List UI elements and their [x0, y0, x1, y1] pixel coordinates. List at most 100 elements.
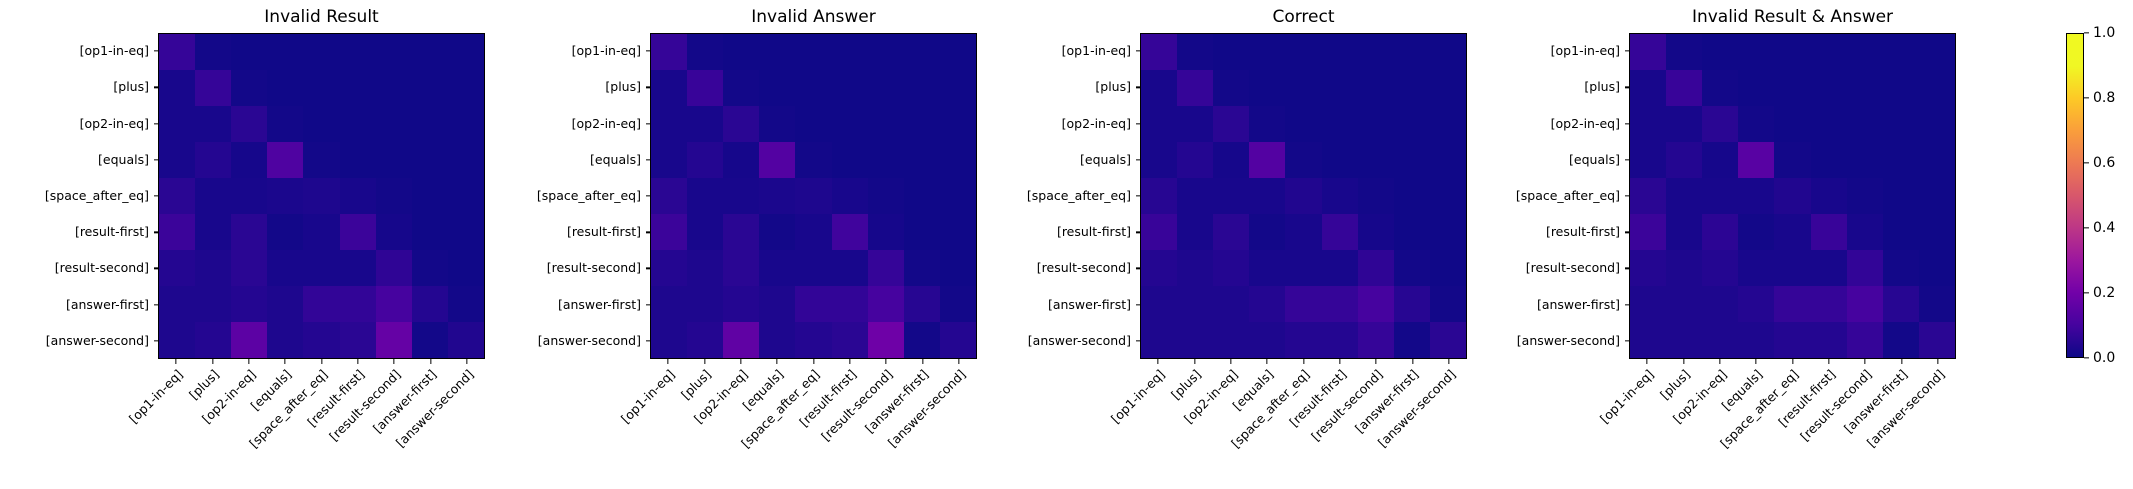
heatmap-cell	[1429, 178, 1466, 214]
x-tick-mark	[284, 359, 286, 364]
heatmap-cell	[1321, 70, 1358, 106]
heatmap-cell	[1177, 106, 1214, 142]
heatmap-cell	[831, 106, 868, 142]
heatmap-cell	[1177, 142, 1214, 178]
heatmap-cell	[1177, 286, 1214, 322]
y-tick-label: [result-first]	[1545, 223, 1620, 239]
x-tick-mark	[1302, 359, 1305, 364]
y-tick-label: [op1-in-eq]	[1061, 42, 1131, 58]
heatmap-cell	[1429, 142, 1466, 178]
heatmap-cell	[831, 142, 868, 178]
subplot-invalid-result: Invalid Result [op1-in-eq] [plus] [op2-in-…	[45, 9, 485, 451]
y-tick-label: [space_after_eq]	[1515, 187, 1620, 203]
heatmap-cell	[1249, 70, 1286, 106]
heatmap-cell	[1810, 178, 1847, 214]
heatmap-cell	[723, 214, 760, 250]
heatmap-cell	[1846, 250, 1883, 286]
heatmap-cell	[795, 214, 832, 250]
subplot-invalid-result-and-answer: Invalid Result & Answer [op1-in-eq] [plus…	[1516, 9, 1956, 451]
heatmap-cell	[1393, 286, 1430, 322]
heatmap-grid	[1140, 33, 1467, 359]
heatmap-cell	[411, 322, 448, 358]
heatmap-cell	[1177, 178, 1214, 214]
heatmap-cell	[1666, 34, 1703, 70]
y-tick-label: [equals]	[1080, 151, 1131, 167]
y-tick-mark	[1135, 231, 1140, 233]
heatmap-cell	[1702, 142, 1739, 178]
heatmap-cell	[339, 70, 376, 106]
heatmap-cell	[759, 250, 796, 286]
heatmap-cell	[1774, 106, 1811, 142]
heatmap-cell	[195, 250, 232, 286]
heatmap-cell	[723, 142, 760, 178]
y-tick-label: [op1-in-eq]	[79, 42, 149, 58]
x-tick-mark	[1755, 359, 1757, 364]
heatmap-cell	[339, 250, 376, 286]
heatmap-cell	[759, 178, 796, 214]
heatmap-cell	[1738, 142, 1775, 178]
colorbar-tick-mark	[2084, 227, 2089, 229]
x-tick-label: [op1-in-eq]	[617, 366, 678, 427]
heatmap-cell	[723, 286, 760, 322]
y-tick-mark	[1624, 122, 1629, 125]
heatmap-cell	[651, 322, 688, 358]
heatmap-cell	[1702, 106, 1739, 142]
heatmap-cell	[195, 322, 232, 358]
colorbar-tick-mark	[2084, 162, 2089, 164]
heatmap-cell	[1738, 286, 1775, 322]
heatmap-cell	[687, 34, 724, 70]
heatmap-cell	[375, 178, 412, 214]
heatmap-cell	[867, 286, 904, 322]
y-tick-mark	[1135, 86, 1140, 88]
heatmap-cell	[1774, 178, 1811, 214]
y-tick-label: [plus]	[1584, 79, 1620, 95]
heatmap-cell	[1882, 106, 1919, 142]
heatmap-cell	[1918, 178, 1955, 214]
heatmap-cell	[687, 178, 724, 214]
heatmap-cell	[1702, 178, 1739, 214]
heatmap-cell	[1846, 286, 1883, 322]
x-tick-mark	[1719, 359, 1721, 364]
heatmap-cell	[759, 106, 796, 142]
heatmap-cell	[831, 178, 868, 214]
heatmap-cell	[303, 34, 340, 70]
heatmap-cell	[195, 34, 232, 70]
y-tick-label: [equals]	[1569, 151, 1620, 167]
heatmap-cell	[1666, 250, 1703, 286]
heatmap-cell	[795, 250, 832, 286]
heatmap-cell	[795, 70, 832, 106]
heatmap-cell	[795, 178, 832, 214]
y-tick-label: [op1-in-eq]	[1550, 42, 1620, 58]
heatmap-cell	[195, 106, 232, 142]
heatmap-cell	[1393, 214, 1430, 250]
heatmap-cell	[1429, 286, 1466, 322]
x-axis-ticks	[1629, 359, 1956, 364]
heatmap-cell	[1321, 250, 1358, 286]
heatmap-cell	[759, 142, 796, 178]
y-tick-mark	[153, 340, 158, 342]
heatmap-cell	[1357, 34, 1394, 70]
y-tick-label: [space_after_eq]	[1026, 187, 1131, 203]
heatmap-grid	[650, 33, 977, 359]
colorbar: 1.0 0.8 0.6 0.4 0.2 0.0	[2066, 26, 2115, 365]
y-tick-mark	[153, 267, 158, 270]
y-tick-label: [result-first]	[566, 223, 641, 239]
subplot-correct: Correct [op1-in-eq] [plus] [op2-in-eq] [equ…	[1027, 9, 1467, 451]
heatmap-cell	[1882, 286, 1919, 322]
heatmap-cell	[1249, 142, 1286, 178]
heatmap-cell	[267, 250, 304, 286]
y-tick-label: [result-first]	[1056, 223, 1131, 239]
y-axis-ticks	[1135, 33, 1140, 359]
y-tick-mark	[645, 86, 650, 88]
heatmap-cell	[231, 286, 268, 322]
y-tick-mark	[645, 50, 650, 52]
x-tick-mark	[740, 359, 742, 364]
heatmap-cell	[267, 286, 304, 322]
heatmap-cell	[1630, 286, 1667, 322]
heatmap-cell	[1630, 250, 1667, 286]
y-tick-label: [equals]	[98, 151, 149, 167]
heatmap-cell	[867, 142, 904, 178]
heatmap-cell	[1630, 214, 1667, 250]
heatmap-cell	[447, 322, 484, 358]
